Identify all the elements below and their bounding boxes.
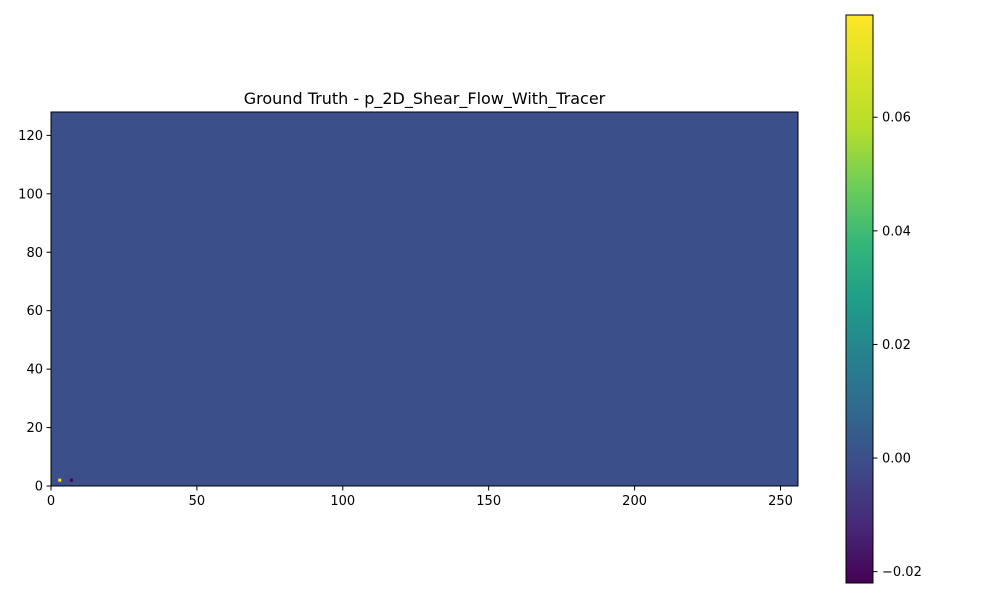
x-tick-label: 50	[189, 494, 206, 509]
x-axis: 0 50 100 150 200 250	[47, 486, 793, 509]
x-tick-label: 150	[476, 494, 501, 509]
y-tick-label: 120	[18, 129, 43, 144]
y-axis: 0 20 40 60 80 100 120	[18, 129, 51, 495]
y-tick-label: 80	[26, 246, 43, 261]
y-tick-label: 20	[26, 421, 43, 436]
colorbar-tick-label: 0.00	[882, 452, 911, 467]
chart-title: Ground Truth - p_2D_Shear_Flow_With_Trac…	[244, 89, 606, 109]
heatmap-point-0	[58, 478, 62, 482]
x-tick-label: 0	[47, 494, 55, 509]
heatmap-field	[51, 112, 798, 486]
y-tick-label: 60	[26, 304, 43, 319]
x-tick-label: 250	[768, 494, 793, 509]
heatmap-point-1	[69, 478, 73, 482]
y-tick-label: 40	[26, 363, 43, 378]
x-tick-label: 200	[622, 494, 647, 509]
colorbar	[845, 14, 874, 584]
colorbar-tick-label: 0.02	[882, 338, 911, 353]
colorbar-tick-label: 0.06	[882, 111, 911, 126]
heatmap-points	[58, 478, 73, 482]
colorbar-tick-label: 0.04	[882, 224, 911, 239]
plot-frame	[50, 111, 799, 487]
colorbar-axis: −0.02 0.00 0.02 0.04 0.06	[873, 111, 922, 580]
x-tick-label: 100	[330, 494, 355, 509]
y-tick-label: 100	[18, 187, 43, 202]
y-tick-label: 0	[35, 480, 43, 495]
colorbar-tick-label: −0.02	[882, 565, 922, 580]
